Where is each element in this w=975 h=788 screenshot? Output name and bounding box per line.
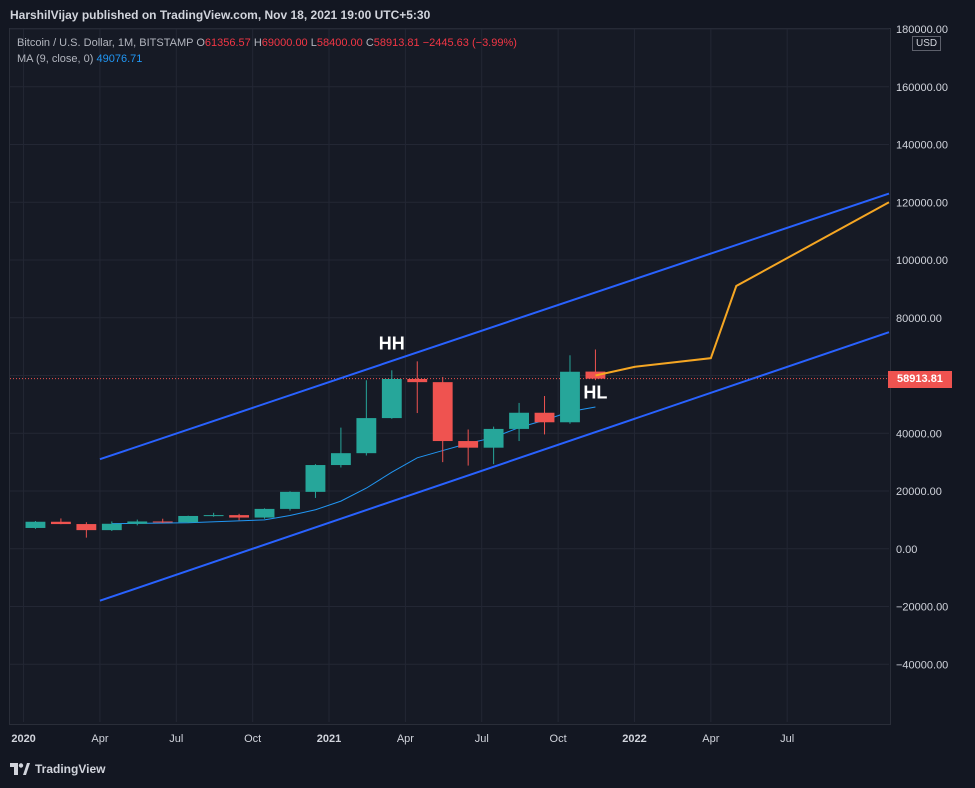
channel-line-upper (99, 192, 890, 461)
y-tick-label: −20000.00 (896, 602, 948, 614)
channel-line-lower (99, 331, 890, 602)
low-label: L (310, 37, 317, 49)
candle-body (483, 428, 504, 448)
annotation-label: HL (583, 383, 607, 403)
tradingview-icon (10, 763, 30, 775)
candle-body (178, 515, 199, 523)
candle-body (50, 521, 71, 525)
close-label: C (365, 37, 374, 49)
y-tick-label: 180000.00 (896, 24, 948, 36)
x-tick-label: Jul (780, 733, 794, 745)
chart-legend: Bitcoin / U.S. Dollar, 1M, BITSTAMP O613… (17, 35, 517, 67)
ma-legend-row: MA (9, close, 0) 49076.71 (17, 51, 517, 67)
x-tick-label: 2021 (317, 733, 341, 745)
y-tick-label: 80000.00 (896, 313, 942, 325)
symbol-legend-row: Bitcoin / U.S. Dollar, 1M, BITSTAMP O613… (17, 35, 517, 51)
open-value: 61356.57 (204, 37, 251, 49)
footer (0, 750, 975, 788)
last-price-label: 58913.81 (888, 370, 952, 388)
x-tick-label: Oct (550, 733, 567, 745)
candle-body (356, 418, 377, 454)
low-value: 58400.00 (316, 37, 363, 49)
candle-body (254, 508, 275, 518)
y-tick-label: 20000.00 (896, 486, 942, 498)
candle-body (509, 412, 530, 429)
y-tick-label: 40000.00 (896, 428, 942, 440)
y-tick-label: 0.00 (896, 544, 917, 556)
candle-body (305, 465, 326, 492)
candle-body (152, 521, 173, 523)
y-tick-label: 100000.00 (896, 255, 948, 267)
x-tick-label: Apr (702, 733, 719, 745)
candle-body (534, 412, 555, 423)
candle-body (101, 523, 122, 531)
top-bar: HarshilVijay published on TradingView.co… (0, 0, 975, 28)
x-tick-label: Apr (397, 733, 414, 745)
publisher-line: HarshilVijay published on TradingView.co… (10, 8, 431, 22)
ma-label[interactable]: MA (9, close, 0) (17, 53, 94, 65)
high-value: 69000.00 (261, 37, 308, 49)
moving-average-line (111, 406, 596, 525)
y-tick-label: −40000.00 (896, 659, 948, 671)
open-label: O (196, 37, 205, 49)
projection-path (595, 201, 890, 377)
symbol-name[interactable]: Bitcoin / U.S. Dollar, 1M, BITSTAMP (17, 37, 194, 49)
brand-name: TradingView (35, 762, 106, 776)
candle-body (407, 378, 428, 383)
x-tick-label: Jul (475, 733, 489, 745)
currency-badge[interactable]: USD (912, 36, 942, 51)
candle-body (432, 382, 453, 442)
change-value: −2445.63 (−3.99%) (422, 37, 517, 49)
candle-body (203, 515, 224, 517)
y-tick-label: 160000.00 (896, 82, 948, 94)
candle-body (330, 453, 351, 466)
x-tick-label: 2020 (11, 733, 35, 745)
ma-value: 49076.71 (96, 53, 143, 65)
y-tick-label: 140000.00 (896, 140, 948, 152)
x-tick-label: 2022 (622, 733, 646, 745)
candle-body (25, 521, 46, 528)
candle-body (280, 491, 300, 509)
x-tick-label: Oct (244, 733, 261, 745)
close-value: 58913.81 (373, 37, 420, 49)
candle-body (127, 521, 148, 524)
candle-body (560, 371, 580, 423)
tradingview-logo[interactable]: TradingView (10, 762, 105, 776)
y-tick-label: 120000.00 (896, 197, 948, 209)
high-label: H (253, 37, 262, 49)
candle-body (381, 378, 402, 419)
candle-body (229, 515, 250, 518)
x-tick-label: Jul (169, 733, 183, 745)
candle-body (458, 441, 479, 448)
x-tick-label: Apr (91, 733, 108, 745)
annotation-label: HH (379, 334, 405, 354)
candle-body (76, 524, 97, 531)
